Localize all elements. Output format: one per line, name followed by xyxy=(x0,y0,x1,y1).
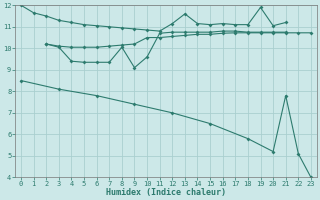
X-axis label: Humidex (Indice chaleur): Humidex (Indice chaleur) xyxy=(106,188,226,197)
